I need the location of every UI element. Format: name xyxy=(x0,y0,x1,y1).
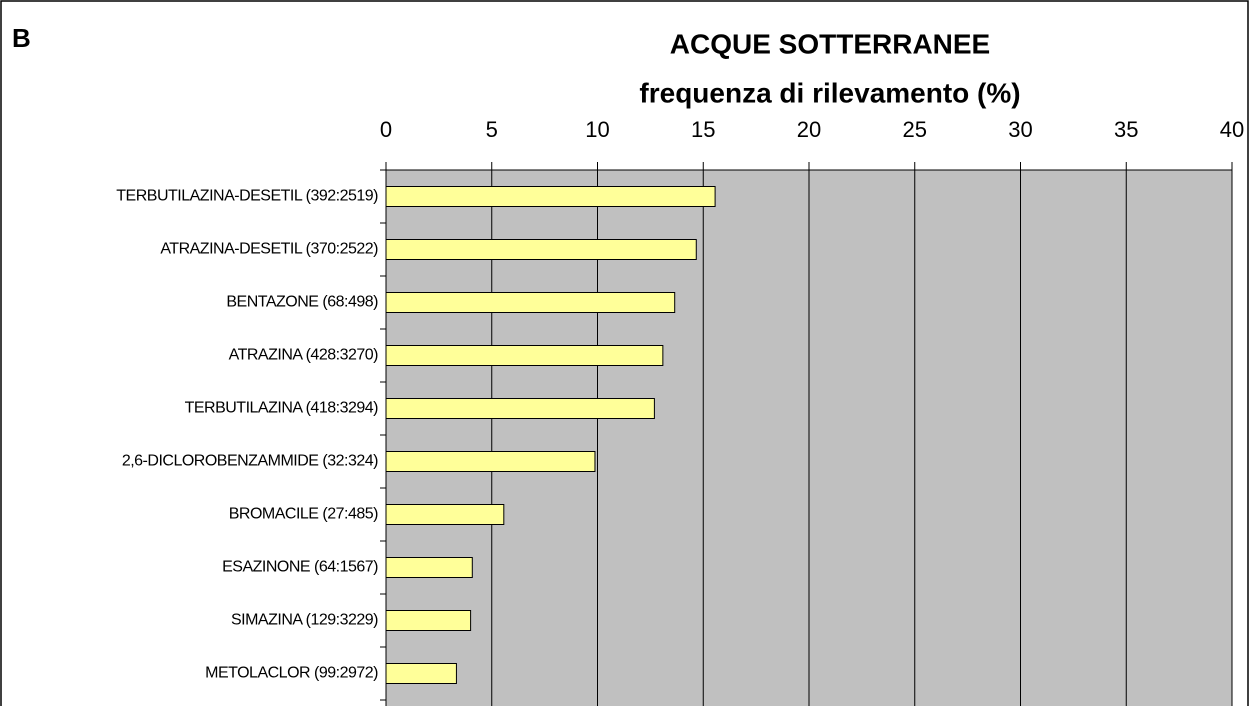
bar xyxy=(385,610,472,631)
x-tick-label: 25 xyxy=(903,117,927,142)
y-tick-label: TERBUTILAZINA-DESETIL (392:2519) xyxy=(116,188,378,205)
bar xyxy=(385,239,697,260)
chart-subtitle: frequenza di rilevamento (%) xyxy=(639,77,1020,108)
x-tick-label: 35 xyxy=(1114,117,1138,142)
x-tick-label: 5 xyxy=(486,117,498,142)
bar xyxy=(385,451,596,472)
bar xyxy=(385,345,664,366)
x-tick-label: 20 xyxy=(797,117,821,142)
bar xyxy=(385,663,457,684)
y-tick-label: BROMACILE (27:485) xyxy=(229,506,378,523)
x-tick-label: 30 xyxy=(1008,117,1032,142)
y-tick-label: 2,6-DICLOROBENZAMMIDE (32:324) xyxy=(122,453,378,470)
panel-label: B xyxy=(12,23,31,53)
x-tick-label: 40 xyxy=(1220,117,1244,142)
bar xyxy=(385,398,655,419)
y-tick-label: SIMAZINA (129:3229) xyxy=(231,612,378,629)
chart-title: ACQUE SOTTERRANEE xyxy=(670,28,990,59)
y-tick-label: METOLACLOR (99:2972) xyxy=(205,665,378,682)
bar xyxy=(385,292,676,313)
bar xyxy=(385,557,473,578)
x-tick-label: 0 xyxy=(380,117,392,142)
bar xyxy=(385,504,505,525)
y-tick-label: BENTAZONE (68:498) xyxy=(226,294,378,311)
x-tick-label: 10 xyxy=(585,117,609,142)
y-tick-label: ATRAZINA-DESETIL (370:2522) xyxy=(160,241,378,258)
x-tick-label: 15 xyxy=(691,117,715,142)
bar xyxy=(385,186,716,207)
y-tick-label: ESAZINONE (64:1567) xyxy=(222,559,378,576)
y-tick-label: ATRAZINA (428:3270) xyxy=(229,347,379,364)
y-tick-label: TERBUTILAZINA (418:3294) xyxy=(185,400,379,417)
